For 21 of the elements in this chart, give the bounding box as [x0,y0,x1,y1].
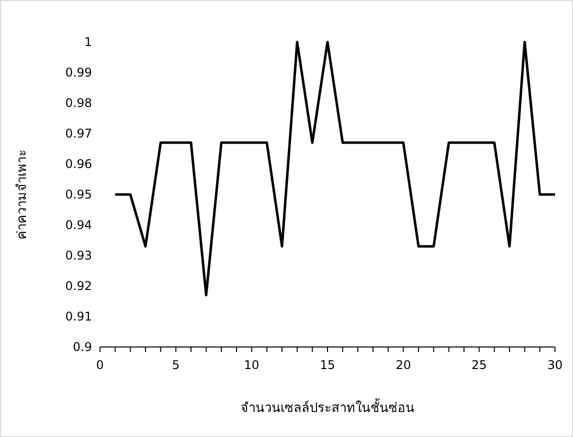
y-tick-label: 0.91 [65,310,92,324]
y-tick-label: 0.94 [65,218,92,232]
x-tick-label: 0 [96,358,104,372]
y-tick-label: 0.9 [72,340,92,354]
x-tick-label: 10 [244,358,260,372]
x-tick-label: 30 [547,358,563,372]
y-tick-label: 0.98 [65,96,92,110]
y-tick-label: 0.96 [65,157,92,171]
x-tick-label: 20 [396,358,411,372]
y-tick-label: 0.92 [65,279,92,293]
y-tick-label: 0.93 [65,248,92,262]
y-tick-label: 0.99 [65,66,92,80]
y-axis-title: ค่าความจำเพาะ [15,150,30,240]
y-tick-label: 0.95 [65,188,92,202]
x-tick-label: 5 [172,358,180,372]
y-tick-label: 0.97 [65,126,92,140]
line-series [114,40,556,296]
x-axis-title: จำนวนเซลล์ประสาทในชั้นซ่อน [240,398,414,416]
x-tick-label: 15 [320,358,336,372]
y-tick-label: 1 [84,35,92,49]
x-tick-label: 25 [472,358,487,372]
